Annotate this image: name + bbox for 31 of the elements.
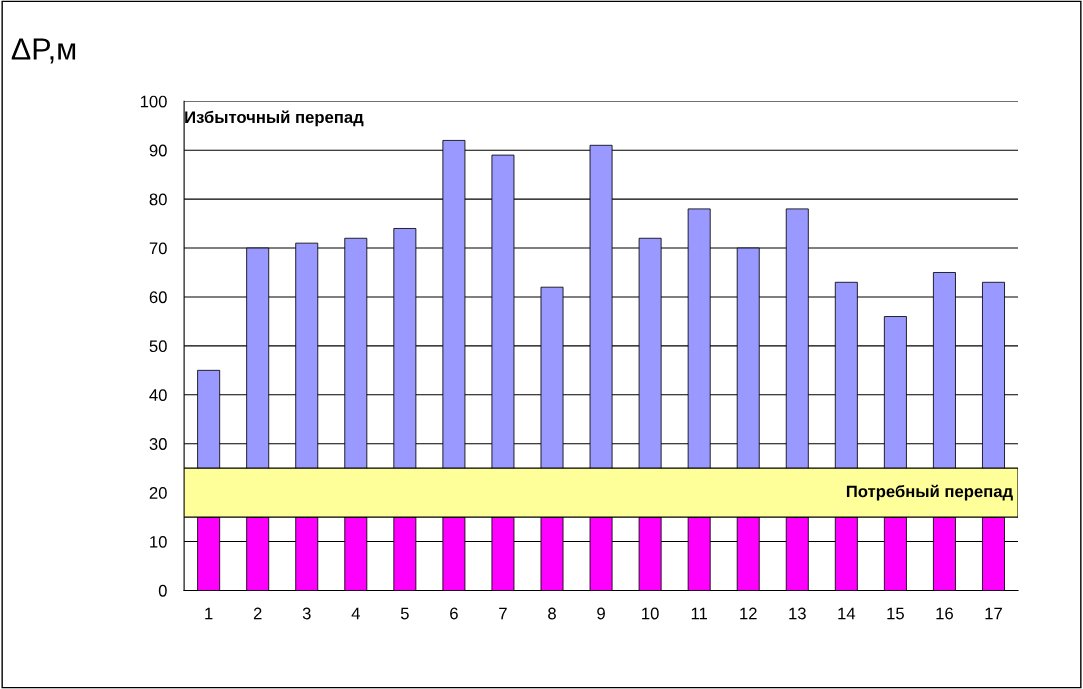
x-tick-label: 9 <box>597 607 605 620</box>
x-tick-label: 1 <box>205 607 213 620</box>
x-tick-label: 10 <box>642 607 659 620</box>
annotation: Избыточный перепад <box>185 110 364 127</box>
x-tick-label: 4 <box>351 607 360 620</box>
y-tick-label: 50 <box>149 340 167 353</box>
y-tick-label: 20 <box>149 487 167 499</box>
y-tick-label: 60 <box>149 291 167 304</box>
x-tick-label: 13 <box>789 607 806 620</box>
y-tick-label: 70 <box>149 242 167 255</box>
y-tick-label: 30 <box>149 438 167 450</box>
x-tick-label: 17 <box>985 607 1002 620</box>
y-tick-label: 0 <box>158 584 167 597</box>
x-tick-label: 16 <box>936 607 953 620</box>
x-tick-label: 11 <box>691 607 708 620</box>
y-tick-label: 10 <box>150 535 167 548</box>
x-tick-label: 8 <box>548 607 556 620</box>
x-tick-label: 3 <box>302 607 311 620</box>
y-tick-label: 100 <box>140 95 167 108</box>
y-tick-label: 80 <box>149 193 167 206</box>
x-tick-label: 15 <box>887 607 904 620</box>
x-tick-label: 7 <box>499 607 507 620</box>
x-tick-label: 12 <box>740 607 757 620</box>
x-tick-label: 5 <box>400 607 409 620</box>
y-tick-label: 90 <box>149 144 167 157</box>
y-tick-label: 40 <box>149 389 167 401</box>
x-tick-label: 14 <box>838 607 856 620</box>
x-tick-label: 6 <box>450 607 458 620</box>
band-label: Потребный перепад <box>846 484 1013 501</box>
y-axis-title: ΔP,м <box>11 38 76 64</box>
x-tick-label: 2 <box>253 607 262 620</box>
